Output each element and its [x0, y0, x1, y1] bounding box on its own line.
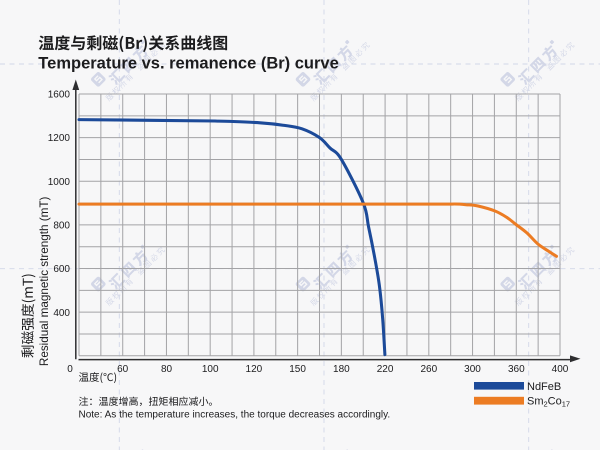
svg-text:400: 400 [53, 308, 70, 319]
svg-text:Note: As the temperature incre: Note: As the temperature increases, the … [79, 409, 391, 420]
svg-text:800: 800 [53, 221, 70, 232]
svg-text:600: 600 [53, 264, 70, 275]
svg-text:Residual magnetic strength (mT: Residual magnetic strength (mT) [38, 196, 51, 366]
svg-text:Temperature vs. remanence (Br): Temperature vs. remanence (Br) curve [38, 55, 339, 73]
svg-text:1200: 1200 [48, 133, 71, 144]
svg-text:120: 120 [246, 364, 263, 375]
svg-text:0: 0 [67, 364, 73, 375]
svg-text:400: 400 [552, 364, 569, 375]
svg-text:180: 180 [333, 364, 350, 375]
svg-text:1600: 1600 [48, 90, 71, 101]
svg-text:360: 360 [508, 364, 525, 375]
svg-text:80: 80 [161, 364, 173, 375]
svg-text:Sm2Co17: Sm2Co17 [527, 396, 570, 409]
svg-text:60: 60 [117, 364, 129, 375]
svg-text:1000: 1000 [48, 177, 71, 188]
svg-text:100: 100 [202, 364, 219, 375]
svg-text:260: 260 [420, 364, 437, 375]
svg-text:300: 300 [464, 364, 481, 375]
svg-text:150: 150 [289, 364, 306, 375]
svg-text:220: 220 [377, 364, 394, 375]
svg-text:NdFeB: NdFeB [527, 381, 561, 393]
